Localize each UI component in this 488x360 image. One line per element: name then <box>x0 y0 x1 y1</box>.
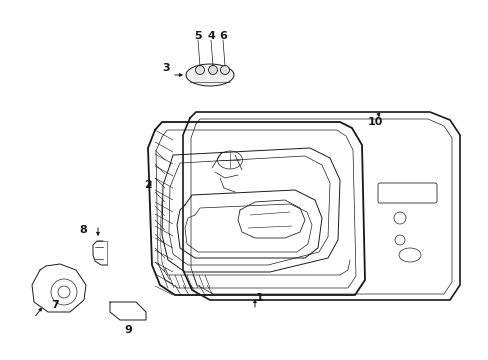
Ellipse shape <box>185 64 234 86</box>
Circle shape <box>208 66 217 75</box>
Circle shape <box>195 66 204 75</box>
Text: 4: 4 <box>206 31 215 41</box>
Text: 3: 3 <box>162 63 169 73</box>
Text: 8: 8 <box>79 225 87 235</box>
Circle shape <box>220 66 229 75</box>
Polygon shape <box>110 302 146 320</box>
Text: 1: 1 <box>256 293 264 303</box>
Text: 6: 6 <box>219 31 226 41</box>
Text: 10: 10 <box>366 117 382 127</box>
Text: 9: 9 <box>124 325 132 335</box>
Text: 7: 7 <box>51 300 59 310</box>
Text: 2: 2 <box>144 180 152 190</box>
Polygon shape <box>32 264 86 312</box>
Text: 5: 5 <box>194 31 202 41</box>
